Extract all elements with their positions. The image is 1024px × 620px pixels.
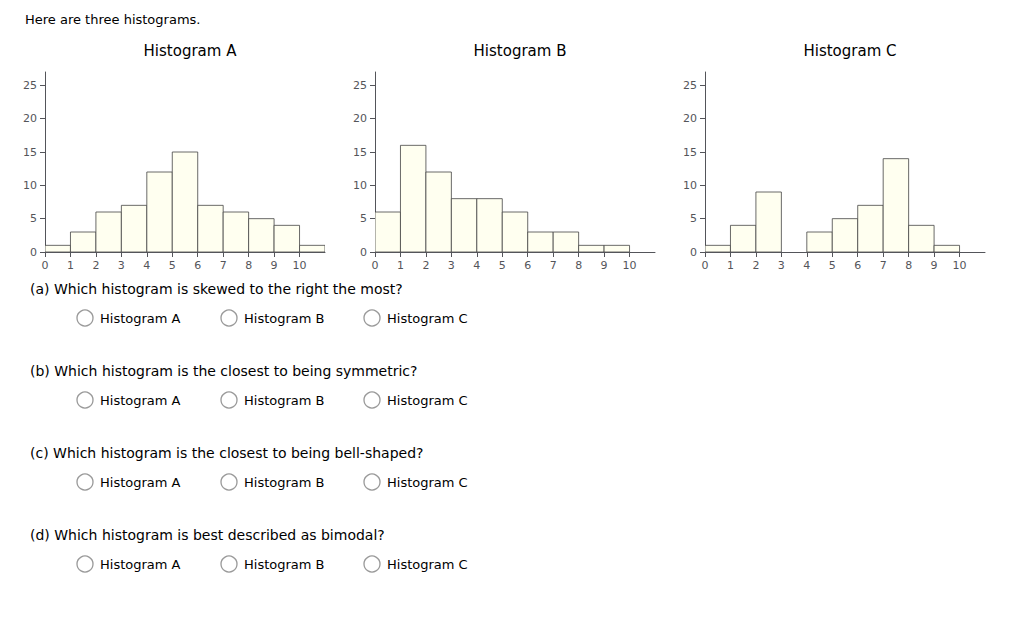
- svg-text:Histogram B: Histogram B: [244, 557, 325, 572]
- svg-text:Histogram A: Histogram A: [100, 475, 181, 490]
- svg-text:5: 5: [829, 259, 836, 272]
- svg-text:Histogram C: Histogram C: [387, 557, 468, 572]
- svg-text:9: 9: [931, 259, 938, 272]
- svg-text:Histogram A: Histogram A: [100, 393, 181, 408]
- svg-text:5: 5: [169, 259, 176, 272]
- svg-text:25: 25: [683, 79, 697, 92]
- svg-text:1: 1: [67, 259, 74, 272]
- svg-text:7: 7: [550, 259, 557, 272]
- svg-text:5: 5: [499, 259, 506, 272]
- svg-text:0: 0: [372, 259, 379, 272]
- svg-text:Histogram B: Histogram B: [244, 393, 325, 408]
- svg-text:Histogram B: Histogram B: [244, 475, 325, 490]
- svg-text:4: 4: [473, 259, 480, 272]
- svg-text:20: 20: [353, 112, 367, 125]
- svg-text:Histogram C: Histogram C: [387, 311, 468, 326]
- svg-text:(b) Which histogram is the clo: (b) Which histogram is the closest to be…: [30, 363, 418, 379]
- svg-text:9: 9: [601, 259, 608, 272]
- svg-text:25: 25: [23, 79, 37, 92]
- svg-text:3: 3: [778, 259, 785, 272]
- svg-text:8: 8: [905, 259, 912, 272]
- svg-text:0: 0: [690, 246, 697, 259]
- svg-text:2: 2: [92, 259, 99, 272]
- svg-text:10: 10: [23, 179, 37, 192]
- svg-text:6: 6: [524, 259, 531, 272]
- svg-text:Histogram B: Histogram B: [244, 311, 325, 326]
- svg-text:4: 4: [143, 259, 150, 272]
- svg-text:15: 15: [353, 146, 367, 159]
- svg-text:0: 0: [702, 259, 709, 272]
- svg-text:4: 4: [803, 259, 810, 272]
- svg-text:20: 20: [23, 112, 37, 125]
- svg-text:Histogram A: Histogram A: [144, 42, 238, 60]
- svg-text:Histogram C: Histogram C: [387, 475, 468, 490]
- svg-text:8: 8: [245, 259, 252, 272]
- svg-text:7: 7: [880, 259, 887, 272]
- svg-text:7: 7: [220, 259, 227, 272]
- svg-text:1: 1: [397, 259, 404, 272]
- svg-text:10: 10: [623, 259, 637, 272]
- svg-text:25: 25: [353, 79, 367, 92]
- svg-text:5: 5: [690, 212, 697, 225]
- svg-text:10: 10: [683, 179, 697, 192]
- svg-text:2: 2: [422, 259, 429, 272]
- svg-text:Histogram B: Histogram B: [474, 42, 567, 60]
- svg-text:3: 3: [448, 259, 455, 272]
- svg-text:10: 10: [953, 259, 967, 272]
- svg-text:15: 15: [23, 146, 37, 159]
- svg-text:5: 5: [30, 212, 37, 225]
- svg-text:20: 20: [683, 112, 697, 125]
- svg-text:Histogram C: Histogram C: [803, 42, 896, 60]
- svg-text:2: 2: [752, 259, 759, 272]
- svg-text:6: 6: [854, 259, 861, 272]
- svg-text:0: 0: [30, 246, 37, 259]
- svg-text:5: 5: [360, 212, 367, 225]
- svg-text:Here are three histograms.: Here are three histograms.: [25, 12, 200, 27]
- svg-text:3: 3: [118, 259, 125, 272]
- svg-text:6: 6: [194, 259, 201, 272]
- svg-text:Histogram A: Histogram A: [100, 311, 181, 326]
- svg-text:8: 8: [575, 259, 582, 272]
- svg-text:(a) Which histogram is skewed: (a) Which histogram is skewed to the rig…: [30, 281, 403, 297]
- svg-text:15: 15: [683, 146, 697, 159]
- svg-text:(c) Which histogram is the clo: (c) Which histogram is the closest to be…: [30, 445, 423, 461]
- svg-text:1: 1: [727, 259, 734, 272]
- svg-text:9: 9: [271, 259, 278, 272]
- svg-text:0: 0: [42, 259, 49, 272]
- svg-text:10: 10: [293, 259, 307, 272]
- svg-text:0: 0: [360, 246, 367, 259]
- svg-text:Histogram C: Histogram C: [387, 393, 468, 408]
- svg-text:10: 10: [353, 179, 367, 192]
- svg-text:Histogram A: Histogram A: [100, 557, 181, 572]
- svg-text:(d) Which histogram is best de: (d) Which histogram is best described as…: [30, 527, 385, 543]
